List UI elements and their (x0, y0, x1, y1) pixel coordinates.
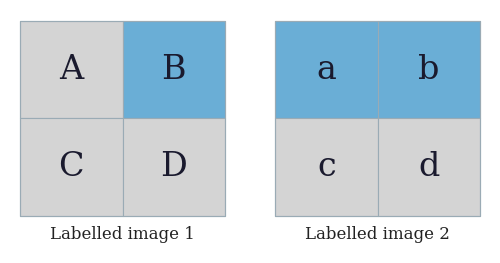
Bar (20, 21, 122, 118)
Bar (20, 118, 122, 216)
Bar (275, 21, 480, 216)
Text: D: D (160, 151, 187, 183)
Text: C: C (58, 151, 84, 183)
Bar (20, 21, 225, 216)
Text: c: c (317, 151, 336, 183)
Text: B: B (162, 54, 186, 86)
Text: A: A (59, 54, 84, 86)
Bar (378, 21, 480, 118)
Bar (275, 118, 378, 216)
Text: d: d (418, 151, 440, 183)
Bar (122, 118, 225, 216)
Text: Labelled image 1: Labelled image 1 (50, 226, 195, 243)
Text: b: b (418, 54, 440, 86)
Bar (275, 21, 378, 118)
Bar (122, 21, 225, 118)
Text: Labelled image 2: Labelled image 2 (305, 226, 450, 243)
Text: a: a (316, 54, 336, 86)
Bar (378, 118, 480, 216)
